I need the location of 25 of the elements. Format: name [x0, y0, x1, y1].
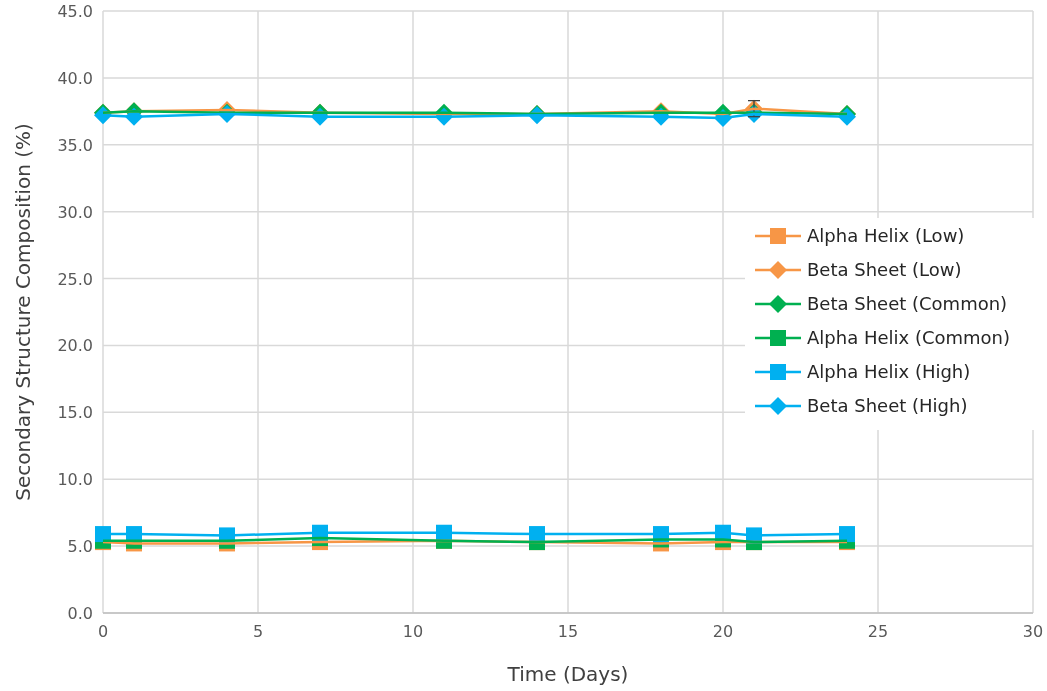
- y-tick-label: 35.0: [57, 135, 93, 155]
- x-tick-label: 30: [1022, 622, 1044, 641]
- legend-label: Beta Sheet (Common): [807, 293, 1008, 314]
- x-tick-label: 25: [867, 622, 889, 641]
- legend-label: Beta Sheet (High): [807, 395, 968, 416]
- y-axis-title: Secondary Structure Composition (%): [11, 123, 35, 501]
- legend-label: Alpha Helix (Low): [807, 225, 965, 246]
- y-tick-label: 45.0: [57, 2, 93, 21]
- x-tick-label: 0: [97, 622, 109, 641]
- legend-label: Beta Sheet (Low): [807, 259, 962, 280]
- x-axis-title: Time (Days): [506, 662, 629, 686]
- legend-label: Alpha Helix (High): [807, 361, 971, 382]
- y-tick-label: 30.0: [57, 202, 93, 222]
- x-tick-label: 15: [557, 622, 579, 641]
- y-tick-label: 15.0: [57, 403, 93, 423]
- legend-label: Alpha Helix (Common): [807, 327, 1011, 348]
- y-tick-label: 25.0: [57, 269, 93, 289]
- x-tick-label: 20: [712, 622, 734, 641]
- x-tick-label: 5: [252, 622, 264, 641]
- y-tick-label: 40.0: [57, 68, 93, 88]
- y-tick-label: 20.0: [57, 336, 93, 356]
- y-tick-label: 5.0: [67, 537, 93, 557]
- y-tick-label: 0.0: [67, 604, 93, 623]
- x-tick-label: 10: [402, 622, 424, 641]
- y-tick-label: 10.0: [57, 470, 93, 490]
